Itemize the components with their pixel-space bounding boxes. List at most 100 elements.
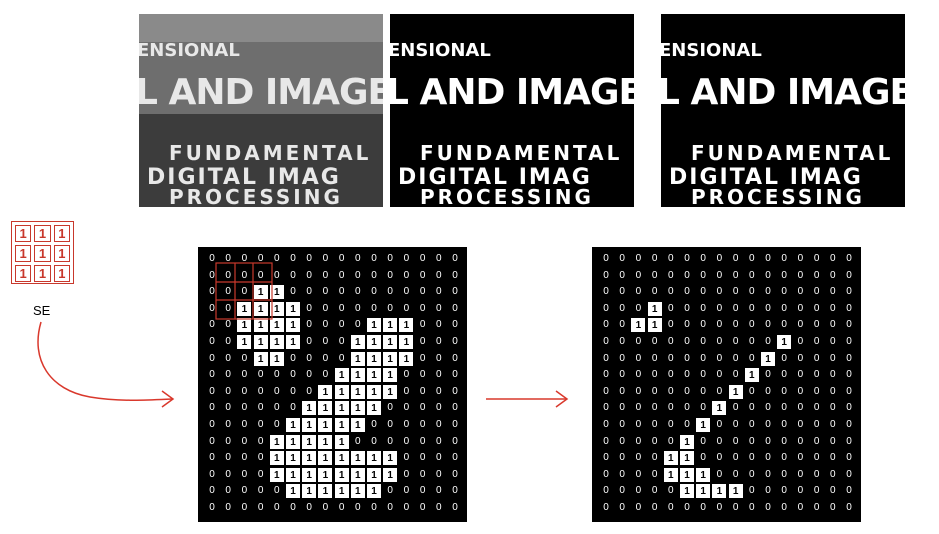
grid-cell-zero: 0 [716, 468, 723, 480]
grid-cell-zero: 0 [749, 302, 755, 314]
grid-cell-zero: 0 [619, 302, 625, 314]
grid-cell-zero: 0 [700, 369, 706, 381]
grid-cell-zero: 0 [765, 419, 771, 430]
grid-cell-zero: 0 [813, 419, 820, 430]
grid-cell-zero: 0 [403, 385, 410, 397]
grid-cell-one: 1 [679, 450, 695, 467]
grid-cell-zero: 0 [797, 286, 804, 298]
grid-cell-zero: 0 [257, 269, 264, 281]
grid-cell-zero: 0 [274, 402, 280, 414]
grid-cell-zero: 0 [371, 269, 377, 281]
photo-text-line: ENSIONAL [139, 40, 240, 61]
grid-cell-zero: 0 [765, 369, 771, 381]
grid-cell-zero: 0 [225, 336, 231, 347]
grid-cell-zero: 0 [274, 369, 280, 381]
grid-cell-zero: 0 [830, 336, 836, 347]
grid-cell-zero: 0 [635, 402, 642, 414]
grid-cell-zero: 0 [651, 286, 658, 298]
photo-text-line: FUNDAMENTAL [169, 141, 371, 165]
grid-cell-zero: 0 [387, 419, 393, 430]
grid-cell-zero: 0 [830, 435, 836, 447]
grid-cell-one: 1 [630, 317, 647, 334]
grid-cell-one: 1 [366, 450, 382, 467]
grid-cell-zero: 0 [306, 336, 312, 347]
grid-cell-zero: 0 [306, 253, 312, 264]
grid-cell-zero: 0 [209, 269, 215, 281]
grid-cell-zero: 0 [813, 452, 820, 464]
grid-cell-zero: 0 [716, 435, 723, 447]
grid-cell-zero: 0 [225, 435, 231, 447]
grid-cell-zero: 0 [830, 452, 836, 464]
grid-cell-zero: 0 [684, 286, 690, 298]
grid-cell-zero: 0 [619, 485, 625, 497]
grid-cell-zero: 0 [290, 253, 296, 264]
grid-cell-zero: 0 [619, 402, 625, 414]
grid-cell-zero: 0 [651, 402, 658, 414]
grid-cell-zero: 0 [749, 319, 755, 331]
grid-cell-one: 1 [695, 466, 712, 483]
grid-cell-one: 1 [366, 483, 382, 500]
grid-cell-zero: 0 [700, 336, 706, 347]
grid-cell-zero: 0 [830, 286, 836, 298]
grid-cell-zero: 0 [403, 452, 410, 464]
grid-cell-zero: 0 [749, 286, 755, 298]
grid-cell-zero: 0 [306, 385, 312, 397]
grid-cell-zero: 0 [419, 419, 426, 430]
grid-cell-zero: 0 [716, 269, 723, 281]
grid-cell-zero: 0 [241, 286, 248, 298]
grid-cell-zero: 0 [635, 435, 642, 447]
grid-cell-zero: 0 [749, 435, 755, 447]
grid-cell-zero: 0 [668, 302, 674, 314]
grid-cell-one: 1 [743, 367, 760, 384]
grid-cell-zero: 0 [338, 336, 345, 347]
grid-cell-zero: 0 [274, 485, 280, 497]
grid-cell-zero: 0 [668, 435, 674, 447]
grid-cell-zero: 0 [436, 419, 442, 430]
grid-cell-one: 1 [382, 334, 399, 350]
grid-cell-zero: 0 [781, 385, 787, 397]
grid-cell-zero: 0 [387, 302, 393, 314]
grid-cell-one: 1 [349, 483, 366, 500]
grid-cell-zero: 0 [765, 452, 771, 464]
grid-cell-zero: 0 [846, 468, 852, 480]
grid-cell-zero: 0 [338, 302, 345, 314]
grid-cell-zero: 0 [290, 402, 296, 414]
grid-cell-zero: 0 [452, 253, 458, 264]
grid-cell-zero: 0 [732, 253, 739, 264]
grid-cell-zero: 0 [436, 352, 442, 364]
grid-cell-zero: 0 [436, 269, 442, 281]
grid-cell-zero: 0 [225, 319, 231, 331]
grid-cell-zero: 0 [765, 402, 771, 414]
grid-cell-one: 1 [285, 317, 301, 334]
grid-cell-zero: 0 [846, 385, 852, 397]
grid-cell-zero: 0 [781, 485, 787, 497]
grid-cell-zero: 0 [797, 419, 804, 430]
grid-cell-zero: 0 [813, 253, 820, 264]
grid-cell-zero: 0 [274, 253, 280, 264]
grid-cell-zero: 0 [651, 369, 658, 381]
grid-cell-one: 1 [333, 466, 350, 483]
grid-cell-zero: 0 [846, 352, 852, 364]
grid-cell-zero: 0 [619, 419, 625, 430]
grid-cell-one: 1 [366, 350, 382, 367]
grid-cell-one: 1 [349, 350, 366, 367]
grid-cell-zero: 0 [765, 502, 771, 513]
grid-cell-zero: 0 [452, 468, 458, 480]
grid-cell-one: 1 [776, 334, 793, 350]
grid-cell-zero: 0 [338, 502, 345, 513]
grid-cell-zero: 0 [290, 269, 296, 281]
grid-cell-zero: 0 [452, 319, 458, 331]
grid-cell-zero: 0 [225, 419, 231, 430]
grid-cell-zero: 0 [732, 319, 739, 331]
grid-cell-zero: 0 [797, 435, 804, 447]
photo-grayscale: ENSIONAL L AND IMAGE PR FUNDAMENTALDIGITAL… [139, 14, 383, 207]
grid-cell-zero: 0 [813, 369, 820, 381]
grid-cell-zero: 0 [306, 319, 312, 331]
grid-cell-one: 1 [679, 483, 695, 500]
grid-cell-zero: 0 [338, 286, 345, 298]
grid-cell-zero: 0 [716, 253, 723, 264]
right-arrow [486, 390, 569, 408]
photo-text-line: L AND IMAGE PR [139, 72, 383, 113]
grid-cell-zero: 0 [732, 435, 739, 447]
